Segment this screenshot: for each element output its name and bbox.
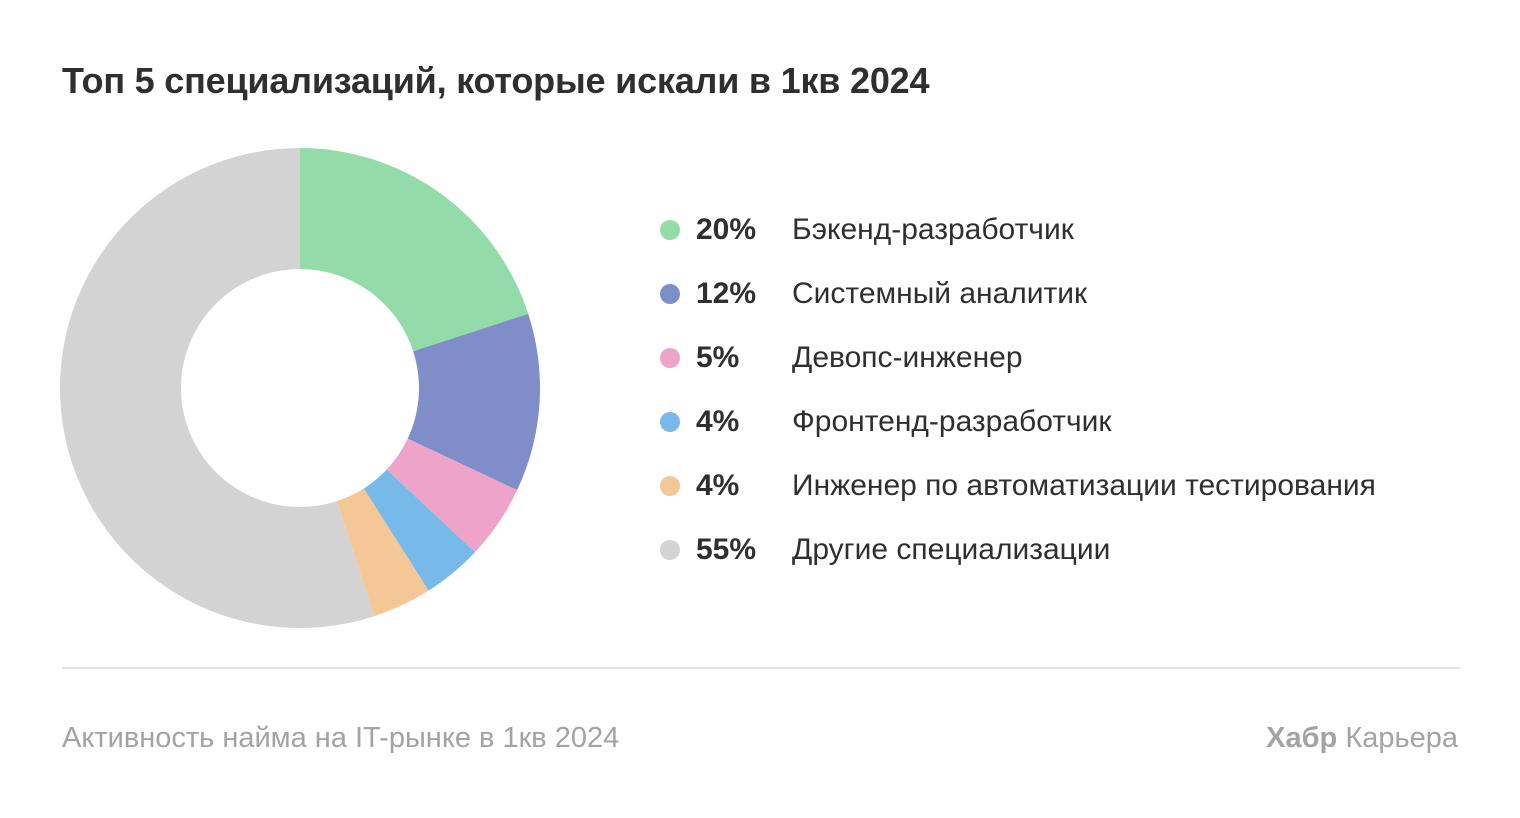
legend-label: Девопс-инженер <box>792 341 1023 374</box>
donut-chart <box>59 147 541 629</box>
brand-name-regular: Карьера <box>1345 722 1458 754</box>
donut-slice-1 <box>407 313 540 491</box>
legend-dot-icon <box>660 412 680 432</box>
legend-item-devops: 5% Девопс-инженер <box>660 326 1376 390</box>
legend-value: 5% <box>696 341 740 374</box>
legend-label: Другие специализации <box>792 533 1111 566</box>
legend-value: 20% <box>696 213 757 246</box>
legend-item-frontend: 4% Фронтенд-разработчик <box>660 390 1376 454</box>
legend-label: Инженер по автоматизации тестирования <box>792 469 1376 502</box>
legend-item-backend: 20% Бэкенд-разработчик <box>660 198 1376 262</box>
legend-label: Фронтенд-разработчик <box>792 405 1112 438</box>
donut-svg <box>60 148 540 628</box>
legend-dot-icon <box>660 348 680 368</box>
footer-divider <box>62 667 1460 669</box>
donut-slice-5 <box>60 148 375 628</box>
brand-name-bold: Хабр <box>1266 722 1338 754</box>
donut-slice-4 <box>336 488 429 617</box>
legend-dot-icon <box>660 540 680 560</box>
legend-label: Бэкенд-разработчик <box>792 213 1074 246</box>
donut-slice-2 <box>386 438 518 553</box>
legend-value: 4% <box>696 405 740 438</box>
legend-item-qa-automation: 4% Инженер по автоматизации тестирования <box>660 454 1376 518</box>
legend-item-other: 55% Другие специализации <box>660 518 1376 582</box>
legend-value: 12% <box>696 277 757 310</box>
footer-caption: Активность найма на IT-рынке в 1кв 2024 <box>62 722 620 754</box>
donut-slice-0 <box>300 148 529 352</box>
legend-dot-icon <box>660 284 680 304</box>
legend-item-system-analyst: 12% Системный аналитик <box>660 262 1376 326</box>
chart-legend: 20% Бэкенд-разработчик 12% Системный ана… <box>660 198 1376 582</box>
legend-dot-icon <box>660 476 680 496</box>
donut-slice-3 <box>363 469 475 591</box>
legend-value: 55% <box>696 533 757 566</box>
brand-logo: Хабр Карьера <box>1266 722 1458 755</box>
legend-label: Системный аналитик <box>792 277 1088 310</box>
legend-value: 4% <box>696 469 740 502</box>
legend-dot-icon <box>660 220 680 240</box>
chart-title: Топ 5 специализаций, которые искали в 1к… <box>62 60 930 101</box>
